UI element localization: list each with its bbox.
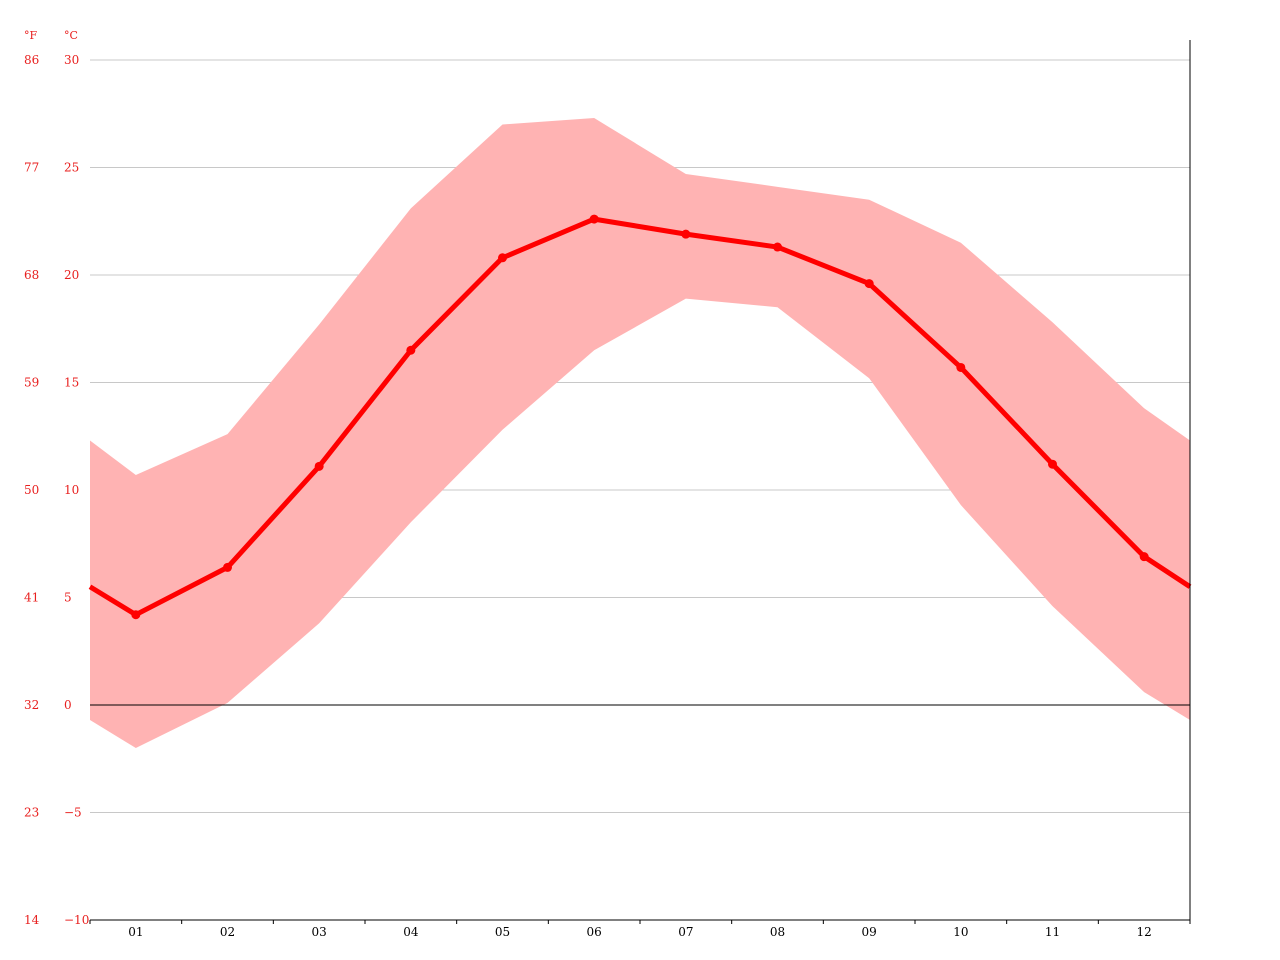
y-tick-label-f: 77 xyxy=(24,161,39,175)
y-tick-label-f: 86 xyxy=(24,53,39,67)
mean-point xyxy=(406,345,416,355)
y-tick-label-f: 59 xyxy=(24,376,39,390)
mean-point xyxy=(1048,459,1057,469)
mean-point xyxy=(314,461,324,471)
axes xyxy=(89,40,1191,924)
y-tick-label-c: −10 xyxy=(64,913,89,927)
x-tick-label: 11 xyxy=(1045,925,1060,939)
y-tick-label-c: 20 xyxy=(64,268,79,282)
mean-point xyxy=(1139,552,1149,562)
y-tick-labels-celsius: 30 25 20 15 10 5 0 −5 −10 xyxy=(64,53,89,927)
mean-temperature-points xyxy=(131,214,1149,620)
mean-point xyxy=(773,242,782,252)
x-tick-label: 09 xyxy=(862,925,877,939)
y-tick-label-f: 32 xyxy=(24,698,39,712)
y-tick-label-c: 30 xyxy=(64,53,79,67)
y-tick-label-f: 23 xyxy=(24,806,39,820)
x-tick-label: 05 xyxy=(495,925,510,939)
x-tick-label: 08 xyxy=(770,925,785,939)
y-tick-label-c: 25 xyxy=(64,161,79,175)
mean-point xyxy=(681,229,691,239)
y-tick-label-c: 5 xyxy=(64,591,72,605)
mean-point xyxy=(131,610,141,620)
x-tick-label: 02 xyxy=(220,925,235,939)
y-tick-label-c: 0 xyxy=(64,698,72,712)
x-tick-label: 01 xyxy=(128,925,143,939)
y-tick-label-c: −5 xyxy=(64,806,82,820)
range-band-area xyxy=(90,118,1190,749)
mean-point xyxy=(956,362,966,372)
y-tick-label-f: 68 xyxy=(24,268,39,282)
y-tick-label-c: 15 xyxy=(64,376,79,390)
mean-line-path xyxy=(88,216,1192,618)
x-tick-label: 10 xyxy=(953,925,968,939)
celsius-unit-label: °C xyxy=(64,29,78,42)
x-tick-label: 03 xyxy=(312,925,327,939)
y-tick-labels-fahrenheit: 86 77 68 59 50 41 32 23 14 xyxy=(24,53,40,927)
mean-point xyxy=(498,253,507,263)
temperature-range-band xyxy=(90,118,1190,749)
y-tick-label-f: 41 xyxy=(24,591,39,605)
mean-point xyxy=(864,279,874,289)
x-tick-label: 06 xyxy=(587,925,602,939)
mean-point xyxy=(223,562,232,572)
x-tick-labels: 01 02 03 04 05 06 07 08 09 10 11 12 xyxy=(128,925,1152,939)
x-tick-label: 04 xyxy=(403,925,419,939)
y-tick-label-f: 14 xyxy=(24,913,40,927)
x-tick-label: 12 xyxy=(1137,925,1152,939)
mean-point xyxy=(589,214,599,224)
mean-temperature-line xyxy=(88,216,1192,618)
fahrenheit-unit-label: °F xyxy=(24,29,38,42)
x-tick-label: 07 xyxy=(678,925,693,939)
y-tick-label-c: 10 xyxy=(64,483,79,497)
y-tick-label-f: 50 xyxy=(24,483,39,497)
